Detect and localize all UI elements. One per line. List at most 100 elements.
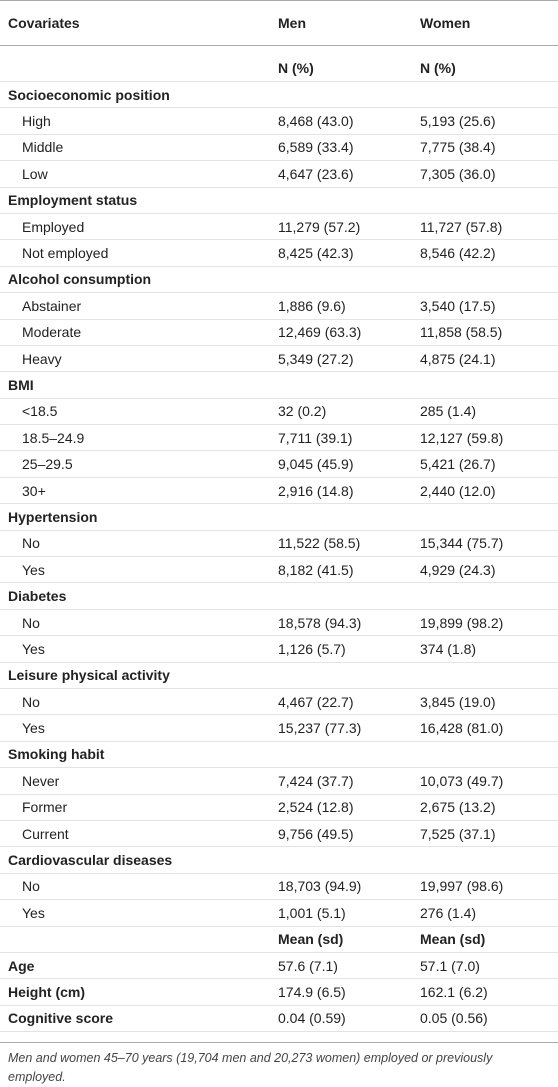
data-row: Employed 11,279 (57.2) 11,727 (57.8)	[0, 214, 558, 241]
cell: 19,899 (98.2)	[420, 614, 504, 631]
cell: Low	[22, 165, 48, 182]
cell: 10,073 (49.7)	[420, 772, 504, 789]
cell: Current	[22, 825, 69, 842]
cell: 7,775 (38.4)	[420, 139, 496, 156]
data-row: Abstainer 1,886 (9.6) 3,540 (17.5)	[0, 293, 558, 320]
cell: 30+	[22, 482, 46, 499]
cell: 4,875 (24.1)	[420, 350, 496, 367]
cell: 16,428 (81.0)	[420, 720, 504, 737]
subheader-cell: N (%)	[420, 60, 456, 76]
data-row: Never 7,424 (37.7) 10,073 (49.7)	[0, 768, 558, 795]
cell: 9,756 (49.5)	[278, 825, 354, 842]
cell: 11,279 (57.2)	[278, 218, 361, 235]
group-row: Employment status	[0, 188, 558, 214]
data-row: 18.5–24.9 7,711 (39.1) 12,127 (59.8)	[0, 425, 558, 452]
cell: 18.5–24.9	[22, 429, 85, 446]
header-cell: Women	[420, 15, 471, 31]
cell: 12,469 (63.3)	[278, 324, 362, 341]
group-label: Hypertension	[8, 508, 98, 525]
data-row: No 18,578 (94.3) 19,899 (98.2)	[0, 610, 558, 637]
cell: 1,126 (5.7)	[278, 640, 346, 657]
cell: 4,467 (22.7)	[278, 693, 354, 710]
cell: 18,578 (94.3)	[278, 614, 362, 631]
cell: 3,845 (19.0)	[420, 693, 496, 710]
cell: 12,127 (59.8)	[420, 429, 504, 446]
cell: 0.05 (0.56)	[420, 1010, 488, 1027]
cell: 15,344 (75.7)	[420, 535, 504, 552]
group-label: Cardiovascular diseases	[8, 852, 173, 869]
data-row: Heavy 5,349 (27.2) 4,875 (24.1)	[0, 346, 558, 373]
cell: 19,997 (98.6)	[420, 878, 504, 895]
cell: Cognitive score	[8, 1010, 114, 1027]
cell: 7,424 (37.7)	[278, 772, 354, 789]
data-row: 30+ 2,916 (14.8) 2,440 (12.0)	[0, 478, 558, 505]
data-row: <18.5 32 (0.2) 285 (1.4)	[0, 399, 558, 426]
cell: 8,546 (42.2)	[420, 245, 496, 262]
cell: Never	[22, 772, 60, 789]
data-row: Cognitive score 0.04 (0.59) 0.05 (0.56)	[0, 1006, 558, 1033]
cell: Employed	[22, 218, 85, 235]
data-row: Age 57.6 (7.1) 57.1 (7.0)	[0, 953, 558, 980]
group-row: Hypertension	[0, 504, 558, 531]
data-row: High 8,468 (43.0) 5,193 (25.6)	[0, 108, 558, 135]
cell: 7,525 (37.1)	[420, 825, 496, 842]
cell: 6,589 (33.4)	[278, 139, 354, 156]
cell: 8,425 (42.3)	[278, 245, 354, 262]
cell: 2,440 (12.0)	[420, 482, 496, 499]
data-row: Current 9,756 (49.5) 7,525 (37.1)	[0, 821, 558, 848]
group-label: Employment status	[8, 192, 138, 209]
cell: 15,237 (77.3)	[278, 720, 362, 737]
subheader-row: N (%) N (%)	[0, 46, 558, 82]
subheader-cell: Mean (sd)	[278, 931, 344, 948]
cell: 11,858 (58.5)	[420, 324, 503, 341]
group-label: Socioeconomic position	[8, 86, 170, 103]
data-row: Yes 8,182 (41.5) 4,929 (24.3)	[0, 557, 558, 584]
data-row: Middle 6,589 (33.4) 7,775 (38.4)	[0, 135, 558, 162]
data-row: Not employed 8,425 (42.3) 8,546 (42.2)	[0, 240, 558, 267]
data-row: 25–29.5 9,045 (45.9) 5,421 (26.7)	[0, 451, 558, 478]
cell: <18.5	[22, 403, 58, 420]
cell: 1,886 (9.6)	[278, 297, 346, 314]
group-row: BMI	[0, 372, 558, 399]
group-row: Socioeconomic position	[0, 82, 558, 109]
subheader-cell: N (%)	[278, 60, 314, 76]
cell: 2,675 (13.2)	[420, 799, 496, 816]
subheader-row: Mean (sd) Mean (sd)	[0, 927, 558, 953]
cell: 285 (1.4)	[420, 403, 477, 420]
header-row: Covariates Men Women	[0, 1, 558, 46]
cell: Not employed	[22, 245, 109, 262]
footnote: Men and women 45–70 years (19,704 men an…	[0, 1042, 558, 1087]
data-row: No 18,703 (94.9) 19,997 (98.6)	[0, 874, 558, 901]
cell: 11,522 (58.5)	[278, 535, 361, 552]
cell: 0.04 (0.59)	[278, 1010, 346, 1027]
cell: 5,421 (26.7)	[420, 456, 496, 473]
group-label: Smoking habit	[8, 746, 105, 763]
cell: No	[22, 535, 40, 552]
cell: 2,916 (14.8)	[278, 482, 354, 499]
cell: 5,193 (25.6)	[420, 113, 496, 130]
table: Covariates Men Women N (%) N (%) Socioeconomi…	[0, 0, 558, 1033]
cell: Abstainer	[22, 297, 82, 314]
cell: 3,540 (17.5)	[420, 297, 496, 314]
data-row: Low 4,647 (23.6) 7,305 (36.0)	[0, 161, 558, 188]
data-row: No 11,522 (58.5) 15,344 (75.7)	[0, 531, 558, 558]
cell: 18,703 (94.9)	[278, 878, 362, 895]
data-row: No 4,467 (22.7) 3,845 (19.0)	[0, 689, 558, 716]
data-row: Yes 15,237 (77.3) 16,428 (81.0)	[0, 715, 558, 742]
cell: Age	[8, 957, 35, 974]
cell: 162.1 (6.2)	[420, 983, 488, 1000]
cell: Height (cm)	[8, 983, 85, 1000]
data-row: Height (cm) 174.9 (6.5) 162.1 (6.2)	[0, 979, 558, 1006]
cell: 7,305 (36.0)	[420, 165, 496, 182]
cell: Former	[22, 799, 68, 816]
cell: 4,929 (24.3)	[420, 561, 496, 578]
cell: 25–29.5	[22, 456, 73, 473]
group-row: Cardiovascular diseases	[0, 847, 558, 874]
group-row: Smoking habit	[0, 742, 558, 769]
cell: 1,001 (5.1)	[278, 904, 346, 921]
cell: 4,647 (23.6)	[278, 165, 354, 182]
cell: High	[22, 113, 51, 130]
data-row: Moderate 12,469 (63.3) 11,858 (58.5)	[0, 320, 558, 346]
group-row: Diabetes	[0, 583, 558, 610]
